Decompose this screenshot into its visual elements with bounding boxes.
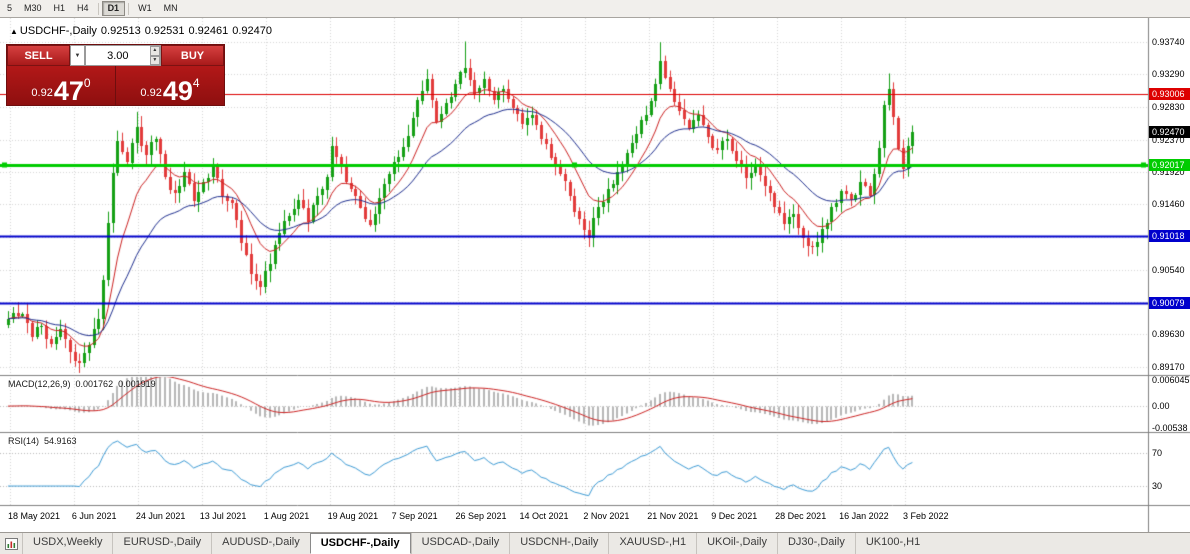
macd-axis-label: 0.00	[1152, 401, 1170, 411]
date-tick-label: 3 Feb 2022	[903, 511, 949, 521]
date-tick-label: 19 Aug 2021	[327, 511, 379, 521]
chart-tab-dj30-daily[interactable]: DJ30-,Daily	[776, 533, 855, 554]
date-tick-label: 7 Sep 2021	[391, 511, 438, 521]
ask-point: 4	[192, 76, 200, 90]
date-tick-label: 2 Nov 2021	[583, 511, 630, 521]
level-price-tag: 0.93006	[1149, 88, 1190, 100]
rsi-axis-label: 30	[1152, 481, 1163, 491]
bid-point: 0	[83, 76, 91, 90]
rsi-value: 54.9163	[44, 436, 77, 446]
date-tick-label: 28 Dec 2021	[775, 511, 827, 521]
timeframe-button-h1[interactable]: H1	[53, 3, 66, 13]
level-price-tag: 0.90079	[1149, 297, 1190, 309]
date-tick-label: 24 Jun 2021	[135, 511, 186, 521]
macd-indicator-label: MACD(12,26,9) 0.001762 0.001919	[8, 379, 161, 389]
macd-axis-label: -0.00538	[1152, 423, 1188, 433]
timeframe-toolbar: 5 M30 H1 H4 D1 W1 MN	[0, 0, 1190, 18]
chart-symbol-label: USDCHF-,Daily	[19, 25, 97, 37]
date-tick-label: 13 Jul 2021	[199, 511, 247, 521]
bid-price-display[interactable]: 0.92 47 0	[7, 66, 115, 105]
macd-signal-value: 0.001919	[118, 379, 156, 389]
chart-tab-eurusd-daily[interactable]: EURUSD-,Daily	[112, 533, 211, 554]
chart-tab-usdchf-daily[interactable]: USDCHF-,Daily	[309, 533, 411, 554]
volume-decrease-button[interactable]: ▼	[149, 55, 160, 65]
volume-increase-button[interactable]: ▲	[149, 46, 160, 56]
timeframe-button-mn[interactable]: MN	[163, 3, 178, 13]
date-tick-label: 14 Oct 2021	[519, 511, 569, 521]
date-tick-label: 9 Dec 2021	[711, 511, 758, 521]
timeframe-button-h4[interactable]: H4	[77, 3, 89, 13]
bid-base: 0.92	[31, 87, 53, 99]
chart-tab-audusd-daily[interactable]: AUDUSD-,Daily	[211, 533, 310, 554]
price-tick-label: 0.93290	[1152, 69, 1185, 79]
order-type-dropdown[interactable]: ▼	[70, 45, 85, 66]
price-tick-label: 0.92370	[1152, 135, 1185, 145]
ohlc-low: 0.92461	[188, 25, 229, 37]
timeframe-button-d1[interactable]: D1	[101, 1, 126, 16]
date-tick-label: 18 May 2021	[8, 511, 61, 521]
chevron-down-icon: ▼	[74, 52, 81, 59]
level-price-tag: 0.91018	[1149, 230, 1190, 242]
chart-tab-usdcad-daily[interactable]: USDCAD-,Daily	[410, 533, 510, 554]
date-tick-label: 1 Aug 2021	[263, 511, 310, 521]
chart-list-icon[interactable]	[2, 536, 20, 552]
toolbar-separator	[97, 2, 99, 15]
ask-pips: 49	[162, 76, 193, 106]
current-price-tag: 0.92470	[1149, 126, 1190, 138]
chart-tab-xauusd-h1[interactable]: XAUUSD-,H1	[608, 533, 696, 554]
date-tick-label: 6 Jun 2021	[71, 511, 117, 521]
ohlc-high: 0.92531	[144, 25, 185, 37]
toolbar-separator	[128, 2, 130, 15]
date-tick-label: 21 Nov 2021	[647, 511, 699, 521]
chart-window: ▲ USDCHF-,Daily 0.92513 0.92531 0.92461 0.924…	[0, 18, 1190, 532]
chart-tab-usdx-weekly[interactable]: USDX,Weekly	[22, 533, 112, 554]
bid-pips: 47	[53, 76, 84, 106]
price-tick-label: 0.90540	[1152, 265, 1185, 275]
price-tick-label: 0.89170	[1152, 362, 1185, 372]
date-tick-label: 16 Jan 2022	[839, 511, 889, 521]
ask-price-display[interactable]: 0.92 49 4	[115, 66, 224, 105]
chart-tab-usdcnh-daily[interactable]: USDCNH-,Daily	[509, 533, 608, 554]
timeframe-button-5[interactable]: 5	[7, 3, 13, 13]
ohlc-close: 0.92470	[232, 25, 272, 37]
level-price-tag: 0.92017	[1149, 159, 1190, 171]
macd-main-value: 0.001762	[75, 379, 114, 389]
one-click-trading-panel: SELL ▼ ▲ ▼ BUY 0.92 47 0 0.92 49	[6, 44, 225, 106]
chart-tab-bar: USDX,Weekly EURUSD-,Daily AUDUSD-,Daily USD…	[0, 532, 1190, 554]
volume-input[interactable]	[86, 46, 150, 65]
timeframe-button-m30[interactable]: M30	[24, 3, 42, 13]
macd-axis-label: 0.006045	[1152, 375, 1190, 385]
price-tick-label: 0.89630	[1152, 329, 1185, 339]
price-tick-label: 0.93740	[1152, 37, 1185, 47]
buy-button[interactable]: BUY	[161, 45, 224, 66]
price-tick-label: 0.92830	[1152, 102, 1185, 112]
rsi-name: RSI(14)	[8, 436, 40, 446]
timeframe-button-w1[interactable]: W1	[138, 3, 152, 13]
chart-tab-uk100-h1[interactable]: UK100-,H1	[854, 533, 930, 554]
rsi-axis-label: 70	[1152, 448, 1163, 458]
chart-title: ▲ USDCHF-,Daily 0.92513 0.92531 0.92461 0.924…	[10, 25, 276, 37]
ohlc-open: 0.92513	[100, 25, 141, 37]
sell-button[interactable]: SELL	[7, 45, 70, 66]
rsi-indicator-label: RSI(14) 54.9163	[8, 436, 82, 446]
chart-marker-icon: ▲	[10, 27, 18, 36]
chart-tab-ukoil-daily[interactable]: UKOil-,Daily	[696, 533, 777, 554]
price-tick-label: 0.91920	[1152, 167, 1185, 177]
macd-name: MACD(12,26,9)	[8, 379, 71, 389]
ask-base: 0.92	[140, 87, 162, 99]
price-tick-label: 0.91460	[1152, 199, 1185, 209]
date-tick-label: 26 Sep 2021	[455, 511, 507, 521]
